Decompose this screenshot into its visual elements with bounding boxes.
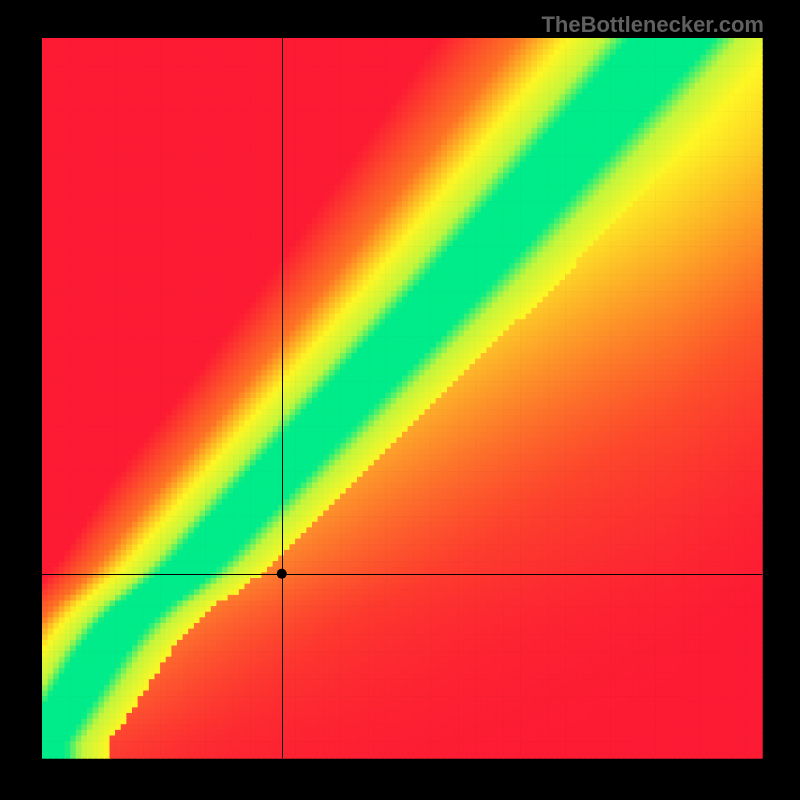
watermark-text: TheBottlenecker.com: [541, 12, 764, 38]
chart-container: TheBottlenecker.com: [0, 0, 800, 800]
heatmap-canvas: [0, 0, 800, 800]
